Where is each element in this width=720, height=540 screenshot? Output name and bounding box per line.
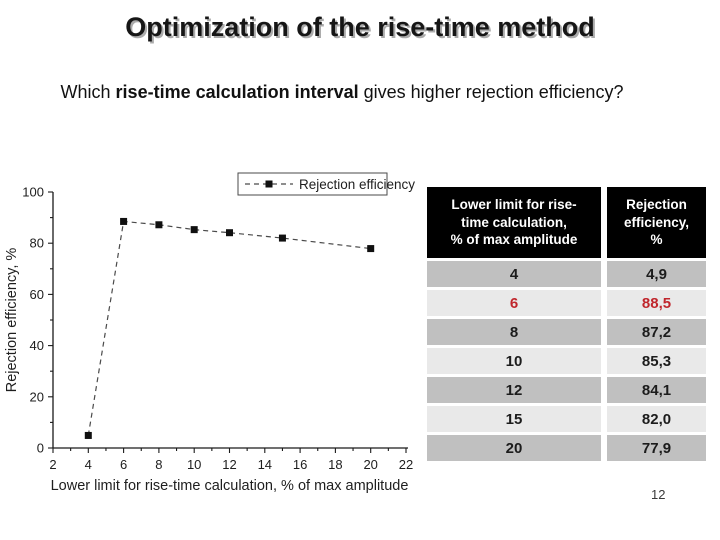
limit-cell: 20 [427, 435, 601, 461]
results-table: Lower limit for rise- time calculation, … [427, 187, 706, 461]
x-tick-label: 18 [328, 457, 342, 472]
data-point-marker [278, 234, 286, 242]
data-point-marker [226, 229, 233, 237]
x-tick-label: 10 [187, 457, 201, 472]
efficiency-cell: 82,0 [607, 406, 706, 432]
x-tick-label: 22 [399, 457, 413, 472]
y-tick-label: 60 [30, 287, 44, 302]
data-point-marker [120, 217, 128, 225]
efficiency-cell: 77,9 [607, 435, 706, 461]
slide-title: Optimization of the rise-time method [125, 12, 595, 42]
table-header-limit: Lower limit for rise- time calculation, … [427, 187, 601, 258]
y-tick-label: 100 [22, 185, 44, 200]
x-tick-label: 8 [155, 457, 162, 472]
efficiency-cell: 4,9 [607, 261, 706, 287]
rejection-efficiency-chart: 2 4 6 8 10 12 14 16 18 20 22 0 20 40 60 80 100 Lower limi… [4, 172, 415, 494]
slide-subtitle: Which rise-time calculation interval giv… [52, 78, 632, 106]
legend-marker-sample [265, 180, 273, 188]
subtitle-suffix: gives higher rejection efficiency? [358, 82, 624, 102]
x-axis-label: Lower limit for rise-time calculation, %… [51, 478, 409, 494]
x-tick-label: 16 [293, 457, 307, 472]
y-tick-label: 40 [30, 338, 44, 353]
page-number: 12 [651, 487, 666, 502]
y-tick-label: 0 [37, 441, 44, 456]
y-tick-label: 80 [30, 236, 44, 251]
limit-cell: 6 [427, 290, 601, 316]
subtitle-emphasis: rise-time calculation interval [115, 82, 359, 102]
series-line [87, 220, 371, 436]
limit-cell: 12 [427, 377, 601, 403]
data-point-marker [190, 226, 198, 234]
efficiency-cell: 84,1 [607, 377, 706, 403]
table-header-efficiency: Rejection efficiency, % [607, 187, 706, 258]
efficiency-cell: 85,3 [607, 348, 706, 374]
y-axis-label: Rejection efficiency, % [4, 248, 20, 393]
limit-cell: 4 [427, 261, 601, 287]
x-tick-label: 14 [258, 457, 272, 472]
y-tick-label: 20 [30, 389, 44, 404]
efficiency-cell: 87,2 [607, 319, 706, 345]
chart-legend-box [237, 172, 388, 196]
data-point-marker [84, 431, 92, 439]
x-tick-label: 6 [120, 457, 127, 472]
limit-cell: 8 [427, 319, 601, 345]
data-point-marker [367, 245, 375, 253]
limit-cell: 15 [427, 406, 601, 432]
efficiency-cell: 88,5 [607, 290, 706, 316]
data-point-marker [155, 221, 163, 229]
x-tick-label: 20 [363, 457, 377, 472]
x-tick-label: 2 [49, 457, 56, 472]
x-tick-label: 12 [222, 457, 236, 472]
limit-cell: 10 [427, 348, 601, 374]
x-tick-label: 4 [85, 457, 92, 472]
subtitle-prefix: Which [60, 82, 116, 102]
legend-label: Rejection efficiency [299, 177, 415, 192]
